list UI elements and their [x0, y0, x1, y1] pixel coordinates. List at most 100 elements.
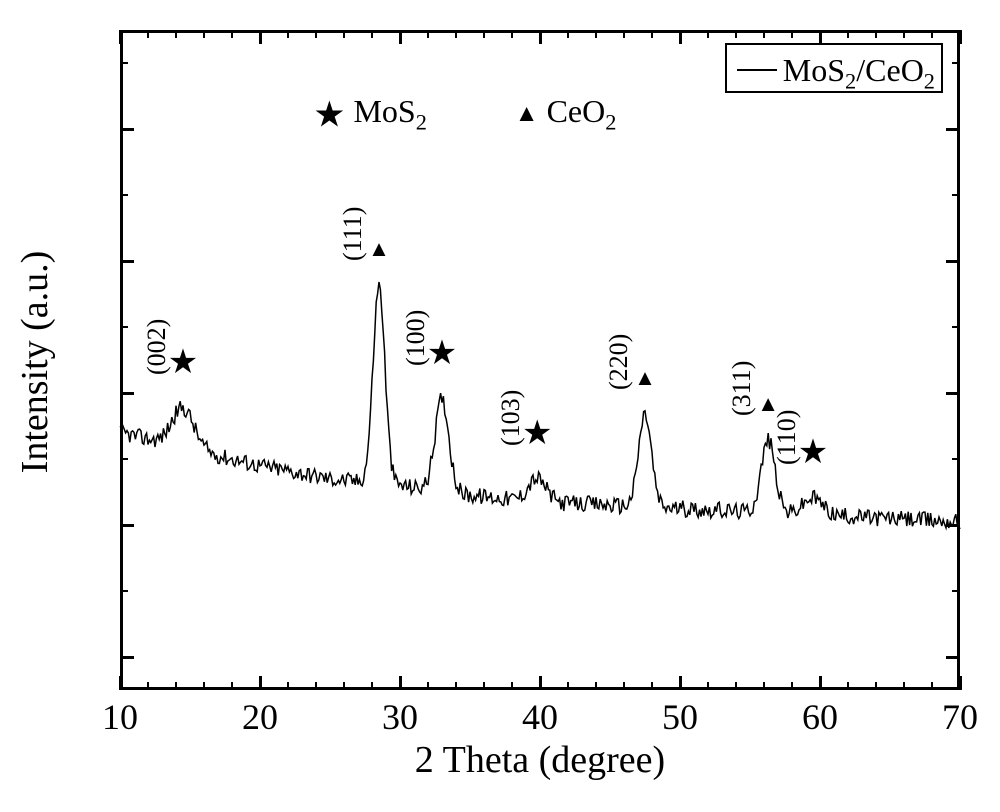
y-tick-major-right — [946, 128, 960, 131]
x-tick-minor — [847, 682, 849, 690]
x-tick-minor-top — [847, 30, 849, 38]
x-tick-minor — [371, 682, 373, 690]
x-tick-minor-top — [455, 30, 457, 38]
x-tick-minor — [903, 682, 905, 690]
x-tick-minor — [511, 682, 513, 690]
x-tick-major-top — [119, 30, 122, 44]
x-tick-label: 50 — [662, 696, 698, 738]
peak-label: (311) — [727, 361, 757, 416]
y-tick-minor — [120, 590, 128, 592]
x-tick-minor-top — [707, 30, 709, 38]
x-tick-minor-top — [175, 30, 177, 38]
triangle-icon: ▲ — [634, 367, 656, 389]
x-tick-major — [259, 676, 262, 690]
y-tick-major-right — [946, 260, 960, 263]
legend-line-sample — [737, 69, 777, 71]
x-tick-minor — [931, 682, 933, 690]
x-tick-minor-top — [371, 30, 373, 38]
x-tick-minor — [175, 682, 177, 690]
x-tick-minor-top — [483, 30, 485, 38]
x-tick-minor — [147, 682, 149, 690]
x-axis-label: 2 Theta (degree) — [380, 738, 700, 782]
x-tick-minor — [231, 682, 233, 690]
x-tick-minor-top — [147, 30, 149, 38]
phase-legend-mos2: ★ MoS2 — [313, 93, 427, 136]
x-tick-minor-top — [735, 30, 737, 38]
x-tick-minor — [707, 682, 709, 690]
x-tick-label: 40 — [522, 696, 558, 738]
y-tick-major — [120, 524, 134, 527]
x-tick-minor — [483, 682, 485, 690]
peak-label: (110) — [772, 410, 802, 465]
x-tick-minor — [595, 682, 597, 690]
y-tick-major-right — [946, 656, 960, 659]
y-tick-minor-right — [952, 194, 960, 196]
x-tick-major-top — [399, 30, 402, 44]
x-tick-minor-top — [287, 30, 289, 38]
y-tick-minor — [120, 458, 128, 460]
x-tick-minor — [287, 682, 289, 690]
x-tick-minor-top — [791, 30, 793, 38]
x-tick-minor — [567, 682, 569, 690]
x-tick-minor-top — [315, 30, 317, 38]
x-tick-minor — [343, 682, 345, 690]
phase-legend-ceo2: ▲ CeO2 — [515, 93, 617, 136]
x-tick-major-top — [539, 30, 542, 44]
y-tick-minor-right — [952, 326, 960, 328]
y-tick-major — [120, 392, 134, 395]
x-tick-minor-top — [511, 30, 513, 38]
x-tick-minor-top — [231, 30, 233, 38]
x-tick-minor-top — [763, 30, 765, 38]
x-tick-minor — [651, 682, 653, 690]
star-icon: ★ — [427, 337, 457, 371]
x-tick-minor-top — [903, 30, 905, 38]
x-tick-label: 60 — [802, 696, 838, 738]
x-tick-label: 70 — [942, 696, 978, 738]
y-tick-major — [120, 260, 134, 263]
legend-text-sample: MoS2/CeO2 — [783, 52, 935, 94]
x-tick-minor-top — [203, 30, 205, 38]
star-icon: ★ — [798, 436, 828, 470]
x-tick-minor — [623, 682, 625, 690]
x-tick-minor-top — [595, 30, 597, 38]
x-tick-minor — [791, 682, 793, 690]
legend-box: MoS2/CeO2 — [725, 43, 943, 93]
y-tick-major — [120, 128, 134, 131]
y-tick-minor-right — [952, 458, 960, 460]
x-tick-major — [119, 676, 122, 690]
x-tick-minor-top — [343, 30, 345, 38]
y-tick-major — [120, 656, 134, 659]
x-tick-minor-top — [651, 30, 653, 38]
x-tick-major-top — [819, 30, 822, 44]
x-tick-minor — [455, 682, 457, 690]
triangle-icon: ▲ — [368, 238, 390, 260]
x-tick-label: 20 — [242, 696, 278, 738]
x-tick-label: 10 — [102, 696, 138, 738]
x-tick-minor-top — [931, 30, 933, 38]
y-tick-minor-right — [952, 62, 960, 64]
x-tick-major — [399, 676, 402, 690]
x-tick-minor-top — [623, 30, 625, 38]
x-tick-minor-top — [875, 30, 877, 38]
peak-label: (111) — [338, 207, 368, 261]
y-tick-major-right — [946, 524, 960, 527]
x-tick-major — [959, 676, 962, 690]
x-tick-minor-top — [427, 30, 429, 38]
star-icon: ★ — [168, 346, 198, 380]
x-tick-minor — [735, 682, 737, 690]
peak-label: (002) — [142, 319, 172, 375]
y-tick-major-right — [946, 392, 960, 395]
y-tick-minor — [120, 62, 128, 64]
peak-label: (103) — [496, 389, 526, 445]
y-tick-minor — [120, 194, 128, 196]
xrd-figure: Intensity (a.u.) 2 Theta (degree) MoS2/C… — [0, 0, 1000, 812]
x-tick-minor — [763, 682, 765, 690]
x-tick-major-top — [959, 30, 962, 44]
x-tick-major — [539, 676, 542, 690]
x-tick-minor-top — [567, 30, 569, 38]
peak-label: (100) — [401, 310, 431, 366]
x-tick-major — [819, 676, 822, 690]
x-tick-minor — [427, 682, 429, 690]
x-tick-minor — [875, 682, 877, 690]
x-tick-major-top — [679, 30, 682, 44]
